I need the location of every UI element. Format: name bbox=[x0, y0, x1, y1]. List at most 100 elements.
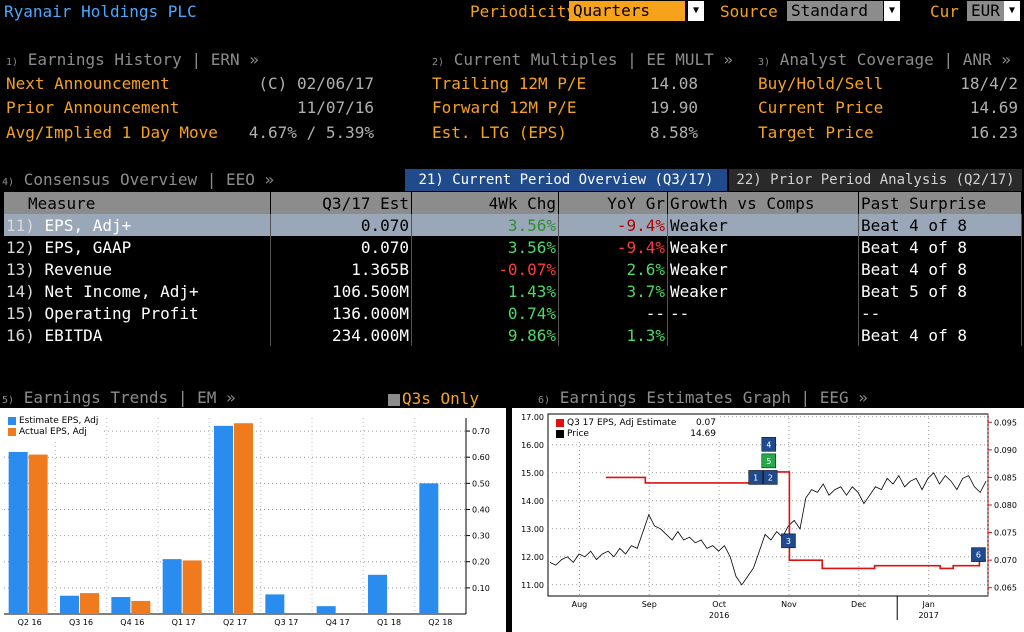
tab-current-period[interactable]: 21) Current Period Overview (Q3/17) bbox=[405, 169, 727, 191]
right-y-tick-label: 0.070 bbox=[994, 556, 1017, 565]
bar-estimate[interactable] bbox=[162, 559, 182, 614]
table-row[interactable]: 12) EPS, GAAP 0.070 3.56% -9.4% Weaker Beat 4… bbox=[4, 236, 1022, 258]
checkbox-icon bbox=[388, 393, 400, 406]
table-row[interactable]: 15) Operating Profit 136.000M 0.74% -- -- -- bbox=[4, 302, 1022, 324]
col-past-surprise[interactable]: Past Surprise bbox=[858, 192, 1022, 214]
x-tick-label: Q4 16 bbox=[120, 618, 144, 627]
x-tick-label: Nov bbox=[781, 600, 797, 609]
estimate-line[interactable] bbox=[606, 471, 986, 570]
currency-dropdown-arrow-icon[interactable]: ▼ bbox=[1004, 1, 1020, 21]
q3s-only-toggle[interactable]: Q3s Only bbox=[388, 389, 479, 408]
x-tick-label: Q4 17 bbox=[326, 618, 350, 627]
consensus-overview-header[interactable]: 4) Consensus Overview | EEO » bbox=[2, 170, 274, 189]
measure-label: EPS, GAAP bbox=[44, 237, 132, 257]
periodicity-dropdown-arrow-icon[interactable]: ▼ bbox=[688, 1, 704, 21]
event-marker[interactable] bbox=[762, 470, 778, 485]
row-value: 14.08 bbox=[649, 74, 698, 93]
col-measure[interactable]: Measure bbox=[4, 192, 271, 214]
bar-actual[interactable] bbox=[131, 600, 151, 614]
left-y-tick-label: 13.00 bbox=[521, 525, 544, 534]
bar-estimate[interactable] bbox=[214, 425, 233, 614]
table-row[interactable]: 16) EBITDA 234.000M 9.86% 1.3% Beat 4 of 8 bbox=[4, 324, 1022, 346]
chg-cell: 9.86% bbox=[411, 324, 559, 346]
surprise-cell: Beat 4 of 8 bbox=[858, 236, 1022, 258]
row-label: Buy/Hold/Sell bbox=[758, 74, 884, 93]
right-y-tick-label: 0.095 bbox=[994, 418, 1017, 427]
event-marker[interactable] bbox=[748, 470, 763, 485]
measure-cell[interactable]: 14) Net Income, Adj+ bbox=[4, 280, 271, 302]
col-yoy-gr[interactable]: YoY Gr bbox=[558, 192, 668, 214]
x-tick-label: Sep bbox=[642, 600, 657, 609]
measure-cell[interactable]: 15) Operating Profit bbox=[4, 302, 271, 324]
earnings-estimates-graph-header[interactable]: 6) Earnings Estimates Graph | EEG » bbox=[538, 388, 868, 407]
cur-label: Cur bbox=[930, 2, 959, 21]
row-value: 11/07/16 bbox=[296, 98, 374, 117]
bar-estimate[interactable] bbox=[316, 606, 336, 614]
earnings-history-header[interactable]: 1) Earnings History | ERN » bbox=[6, 50, 259, 69]
row-value: 16.23 bbox=[969, 123, 1018, 142]
col-growth-vs-comps[interactable]: Growth vs Comps bbox=[667, 192, 859, 214]
y-tick-label: 0.60 bbox=[472, 453, 490, 462]
measure-cell[interactable]: 12) EPS, GAAP bbox=[4, 236, 271, 258]
x-tick-label: Q2 16 bbox=[18, 618, 42, 627]
periodicity-select[interactable]: Quarters bbox=[569, 1, 685, 21]
left-y-tick-label: 15.00 bbox=[521, 469, 544, 478]
yoy-cell: 2.6% bbox=[558, 258, 668, 280]
measure-label: EBITDA bbox=[44, 325, 103, 345]
yoy-cell: -- bbox=[558, 302, 668, 324]
current-multiples-header[interactable]: 2) Current Multiples | EE MULT » bbox=[432, 50, 733, 69]
source-select[interactable]: Standard bbox=[787, 1, 883, 21]
source-dropdown-arrow-icon[interactable]: ▼ bbox=[884, 1, 900, 21]
price-line[interactable] bbox=[549, 472, 987, 586]
currency-select[interactable]: EUR bbox=[967, 1, 1009, 21]
table-row[interactable]: 11) EPS, Adj+ 0.070 3.56% -9.4% Weaker Beat 4… bbox=[4, 214, 1022, 236]
legend-swatch bbox=[8, 427, 16, 436]
bar-actual[interactable] bbox=[234, 423, 253, 614]
bar-estimate[interactable] bbox=[111, 597, 131, 614]
yoy-cell: -9.4% bbox=[558, 236, 668, 258]
section-number: 6) bbox=[538, 395, 551, 406]
event-marker[interactable] bbox=[781, 533, 796, 549]
bar-actual[interactable] bbox=[80, 593, 99, 614]
left-y-tick-label: 14.00 bbox=[521, 497, 544, 506]
bar-actual[interactable] bbox=[28, 454, 48, 614]
bar-estimate[interactable] bbox=[368, 574, 387, 614]
row-value: (C) 02/06/17 bbox=[258, 74, 374, 93]
forward-pe-row: Forward 12M P/E 19.90 bbox=[432, 98, 698, 117]
bar-estimate[interactable] bbox=[60, 595, 79, 614]
col-4wk-chg[interactable]: 4Wk Chg bbox=[411, 192, 559, 214]
bar-estimate[interactable] bbox=[8, 451, 28, 614]
row-index: 16) bbox=[6, 325, 35, 345]
bar-estimate[interactable] bbox=[419, 483, 439, 614]
bar-actual[interactable] bbox=[182, 560, 202, 614]
tab-prior-period[interactable]: 22) Prior Period Analysis (Q2/17) bbox=[729, 169, 1022, 191]
y-tick-label: 0.70 bbox=[472, 427, 490, 436]
legend-swatch bbox=[556, 429, 564, 438]
periodicity-label: Periodicity bbox=[470, 2, 576, 21]
est-cell: 106.500M bbox=[270, 280, 412, 302]
x-tick-label: Jan bbox=[921, 600, 934, 609]
analyst-coverage-header[interactable]: 3) Analyst Coverage | ANR » bbox=[758, 50, 1011, 69]
q3s-only-label: Q3s Only bbox=[402, 389, 480, 408]
left-y-tick-label: 16.00 bbox=[521, 441, 544, 450]
row-label: Prior Announcement bbox=[6, 98, 180, 117]
measure-cell[interactable]: 16) EBITDA bbox=[4, 324, 271, 346]
table-row[interactable]: 13) Revenue 1.365B -0.07% 2.6% Weaker Beat 4 … bbox=[4, 258, 1022, 280]
legend-item-actual: Actual EPS, Adj bbox=[8, 427, 98, 438]
measure-label: Net Income, Adj+ bbox=[44, 281, 199, 301]
event-marker[interactable] bbox=[761, 437, 777, 452]
measure-cell[interactable]: 13) Revenue bbox=[4, 258, 271, 280]
consensus-overview-title: Consensus Overview | EEO » bbox=[23, 170, 275, 189]
right-y-tick-label: 0.090 bbox=[994, 446, 1017, 455]
table-row[interactable]: 14) Net Income, Adj+ 106.500M 1.43% 3.7% Wea… bbox=[4, 280, 1022, 302]
legend-item-estimate: Q3 17 EPS, Adj Estimate 0.07 bbox=[556, 418, 716, 429]
bar-estimate[interactable] bbox=[265, 594, 285, 614]
measure-cell[interactable]: 11) EPS, Adj+ bbox=[4, 214, 271, 236]
left-y-tick-label: 12.00 bbox=[521, 553, 544, 562]
event-marker[interactable] bbox=[761, 453, 777, 469]
col-est[interactable]: Q3/17 Est bbox=[270, 192, 412, 214]
earnings-trends-header[interactable]: 5) Earnings Trends | EM » bbox=[2, 388, 236, 407]
x-tick-label: Dec bbox=[851, 600, 866, 609]
event-marker[interactable] bbox=[971, 547, 986, 562]
row-index: 15) bbox=[6, 303, 35, 323]
